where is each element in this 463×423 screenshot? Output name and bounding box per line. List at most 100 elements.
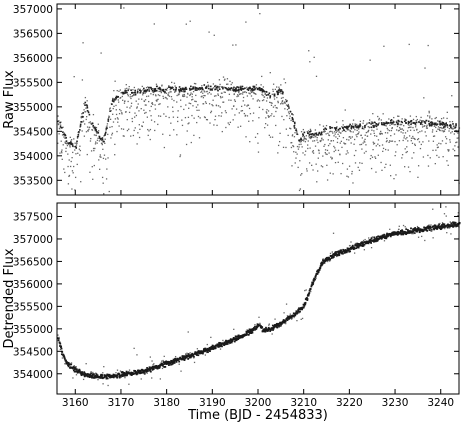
data-point: [233, 105, 235, 107]
data-point: [179, 87, 182, 90]
data-point: [278, 86, 280, 88]
data-point: [65, 359, 67, 362]
data-point: [405, 228, 408, 231]
data-point: [172, 358, 175, 361]
data-point: [61, 357, 64, 359]
data-point: [114, 80, 116, 82]
data-point: [267, 93, 270, 96]
data-point: [295, 128, 298, 130]
data-point: [178, 93, 180, 95]
data-point: [417, 131, 419, 134]
data-point: [304, 154, 306, 156]
data-point: [140, 90, 142, 92]
data-point: [321, 133, 323, 136]
data-point: [296, 133, 298, 135]
data-point: [305, 137, 307, 140]
data-point: [227, 83, 229, 85]
data-point: [91, 374, 94, 377]
data-point: [340, 249, 342, 252]
data-point: [447, 149, 449, 151]
data-point: [375, 236, 378, 238]
data-point: [92, 113, 95, 116]
data-point: [281, 322, 283, 325]
data-point: [223, 86, 225, 88]
data-point: [188, 354, 191, 357]
data-point: [374, 239, 377, 242]
data-point: [383, 123, 385, 126]
data-point: [151, 102, 153, 104]
data-point: [120, 376, 122, 379]
data-point: [196, 352, 199, 354]
data-point: [90, 123, 93, 125]
data-point: [347, 129, 349, 131]
data-point: [223, 91, 225, 93]
data-point: [76, 142, 78, 145]
data-point: [309, 130, 312, 132]
data-point: [269, 95, 272, 97]
data-point: [129, 96, 131, 98]
data-point: [104, 138, 106, 140]
data-point: [263, 99, 265, 101]
data-point: [229, 80, 231, 82]
data-point: [66, 143, 68, 145]
data-point: [370, 237, 373, 239]
data-point: [409, 230, 411, 232]
data-point: [174, 91, 176, 93]
data-point: [341, 251, 344, 253]
data-point: [115, 375, 118, 378]
data-point: [333, 135, 335, 137]
data-point: [162, 363, 164, 366]
data-point: [123, 7, 125, 9]
data-point: [122, 135, 124, 137]
data-point: [345, 127, 348, 129]
data-point: [354, 123, 356, 125]
data-point: [337, 251, 340, 254]
data-point: [442, 123, 445, 125]
data-point: [428, 224, 430, 226]
data-point: [263, 96, 266, 98]
data-point: [121, 112, 123, 114]
data-point: [97, 131, 99, 133]
data-point: [192, 86, 194, 88]
data-point: [178, 360, 181, 363]
data-point: [309, 128, 312, 131]
data-point: [369, 158, 372, 160]
data-point: [317, 141, 319, 144]
data-point: [433, 123, 435, 126]
data-point: [94, 126, 96, 129]
data-point: [142, 92, 145, 94]
data-point: [222, 76, 225, 78]
data-point: [429, 225, 432, 228]
data-point: [105, 178, 108, 180]
data-point: [158, 88, 161, 90]
data-point: [292, 145, 295, 148]
data-point: [61, 149, 63, 151]
data-point: [318, 268, 321, 271]
data-point: [194, 89, 197, 91]
data-point: [251, 88, 254, 90]
data-point: [130, 97, 132, 100]
data-point: [287, 111, 290, 113]
data-point: [320, 132, 323, 135]
data-point: [134, 112, 136, 114]
data-point: [358, 128, 360, 130]
data-point: [433, 228, 436, 231]
data-point: [187, 331, 189, 333]
data-point: [326, 164, 328, 166]
data-point: [311, 164, 313, 166]
data-point: [292, 144, 294, 147]
data-point: [410, 123, 412, 126]
data-point: [271, 113, 273, 115]
data-point: [85, 107, 87, 109]
data-point: [259, 88, 261, 90]
data-point: [98, 140, 101, 142]
data-point: [76, 137, 79, 139]
data-point: [380, 237, 383, 240]
data-point: [350, 128, 353, 130]
data-point: [234, 91, 237, 93]
data-point: [359, 125, 361, 128]
data-point: [320, 131, 323, 134]
data-point: [144, 369, 147, 372]
data-point: [302, 133, 304, 135]
data-point: [286, 319, 289, 322]
